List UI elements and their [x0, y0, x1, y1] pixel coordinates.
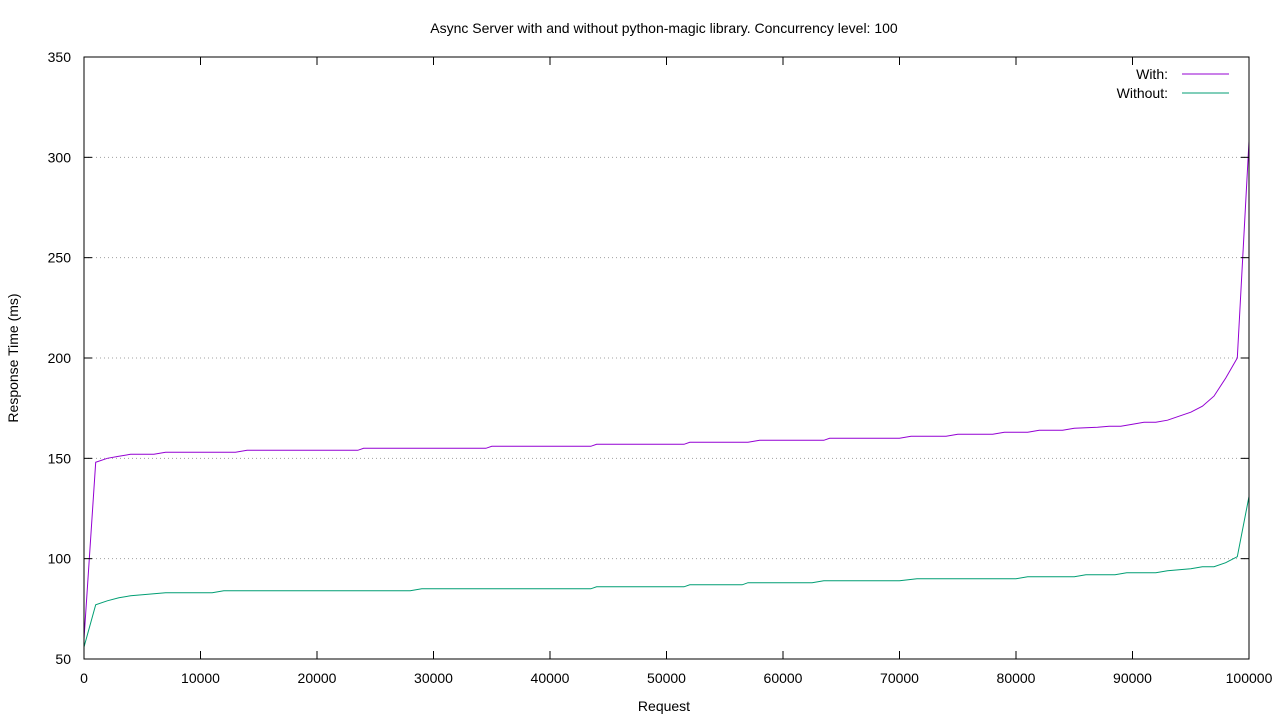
series-line-with [83, 141, 1250, 639]
x-tick-label: 10000 [181, 670, 220, 686]
chart-title: Async Server with and without python-mag… [430, 20, 898, 36]
x-tick-label: 80000 [997, 670, 1036, 686]
x-tick-label: 40000 [531, 670, 570, 686]
x-tick-label: 60000 [764, 670, 803, 686]
x-tick-label: 30000 [414, 670, 453, 686]
x-tick-label: 70000 [880, 670, 919, 686]
y-tick-label: 100 [48, 551, 72, 567]
axis-ticks [83, 56, 1250, 660]
y-tick-label: 300 [48, 149, 72, 165]
y-tick-label: 250 [48, 250, 72, 266]
x-tick-label: 50000 [647, 670, 686, 686]
legend: With: Without: [1117, 66, 1229, 101]
series-line-without [83, 496, 1250, 648]
y-tick-label: 150 [48, 450, 72, 466]
legend-label-without: Without: [1117, 85, 1168, 101]
series-lines [83, 141, 1250, 648]
x-tick-label: 100000 [1226, 670, 1273, 686]
y-tick-label: 50 [55, 651, 71, 667]
y-axis-title: Response Time (ms) [5, 293, 21, 422]
x-axis-title: Request [638, 698, 690, 714]
x-tick-label: 0 [80, 670, 88, 686]
y-tick-label: 350 [48, 49, 72, 65]
x-tick-label: 90000 [1113, 670, 1152, 686]
tick-labels: 50 100 150 200 250 300 350 0 10000 20000 30000 4000… [48, 49, 1273, 686]
legend-label-with: With: [1136, 66, 1168, 82]
y-tick-label: 200 [48, 350, 72, 366]
x-tick-label: 20000 [298, 670, 337, 686]
